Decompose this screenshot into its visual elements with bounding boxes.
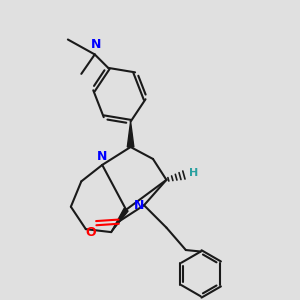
Text: N: N [96, 150, 107, 164]
Text: N: N [134, 199, 145, 212]
Text: N: N [91, 38, 101, 52]
Polygon shape [127, 122, 134, 147]
Text: H: H [189, 168, 198, 178]
Polygon shape [111, 208, 128, 232]
Text: O: O [85, 226, 96, 239]
